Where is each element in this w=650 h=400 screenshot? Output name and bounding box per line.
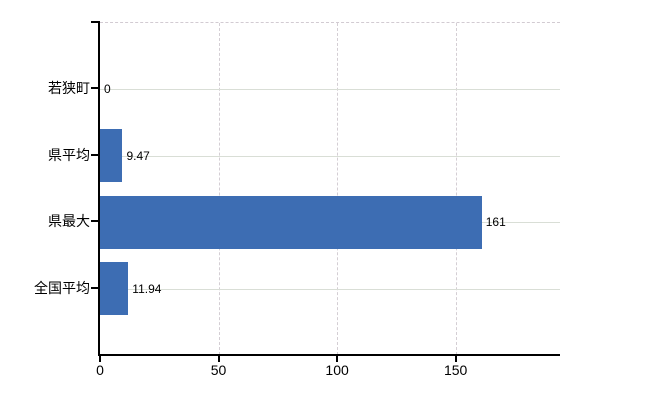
bar-value-label: 0 xyxy=(104,82,111,97)
category-label: 全国平均 xyxy=(34,279,90,296)
x-axis-tick xyxy=(99,355,101,362)
category-tick xyxy=(91,153,98,156)
x-axis-tick xyxy=(454,355,457,362)
x-axis-tick-label: 0 xyxy=(96,362,104,378)
category-label: 若狭町 xyxy=(48,80,90,97)
h-gridline xyxy=(100,155,560,157)
bar xyxy=(100,129,123,183)
bar-value-label: 11.94 xyxy=(132,281,162,296)
v-gridline xyxy=(218,23,220,355)
bar xyxy=(100,195,482,249)
plot-area: 0 9.47 161 11.94 xyxy=(100,22,560,355)
v-gridline xyxy=(337,23,339,355)
h-gridline xyxy=(100,89,560,91)
bar xyxy=(100,262,129,316)
x-axis-tick xyxy=(336,355,339,362)
bar-value-label: 9.47 xyxy=(126,148,150,163)
category-label: 県最大 xyxy=(48,213,90,230)
x-axis-tick xyxy=(217,355,220,362)
category-tick xyxy=(91,87,98,90)
bar-value-label: 161 xyxy=(485,215,506,230)
category-tick xyxy=(91,220,98,223)
v-gridline xyxy=(455,23,457,355)
y-axis-top-tick xyxy=(91,21,98,23)
category-label: 県平均 xyxy=(48,146,90,163)
category-tick xyxy=(91,286,98,289)
x-axis-line xyxy=(98,354,560,356)
h-gridline xyxy=(100,288,560,290)
x-axis-tick-label: 150 xyxy=(443,362,468,378)
x-axis-tick-label: 100 xyxy=(325,362,349,378)
x-axis-tick-label: 50 xyxy=(210,362,227,378)
y-axis-line xyxy=(98,21,100,355)
